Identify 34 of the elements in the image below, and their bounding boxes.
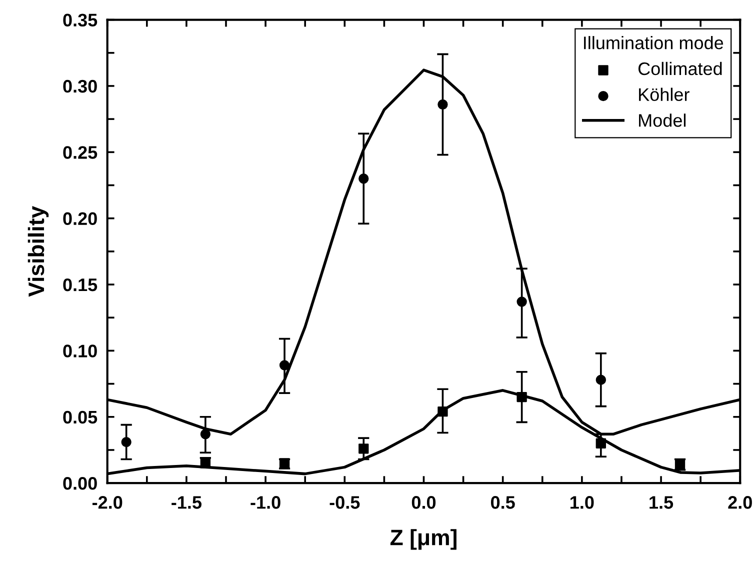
y-tick-label: 0.35 bbox=[63, 14, 98, 27]
point bbox=[516, 296, 527, 307]
point bbox=[596, 438, 606, 448]
legend-title: Illumination mode bbox=[584, 36, 724, 50]
y-tick-label: 0.15 bbox=[63, 278, 98, 292]
point bbox=[200, 429, 211, 440]
point bbox=[358, 444, 369, 454]
x-tick-label: -1.0 bbox=[250, 496, 280, 509]
y-tick-label: 0.20 bbox=[63, 212, 97, 226]
x-tick-label: 2.0 bbox=[728, 496, 752, 509]
point bbox=[438, 406, 448, 417]
point bbox=[121, 436, 132, 448]
point bbox=[596, 374, 606, 385]
point bbox=[438, 99, 448, 110]
legend-label: Collimated bbox=[638, 62, 722, 76]
x-tick-label: -1.5 bbox=[172, 496, 202, 509]
x-tick-label: 1.0 bbox=[570, 496, 594, 509]
point bbox=[358, 174, 369, 184]
y-tick-label: 0.05 bbox=[63, 410, 98, 424]
y-tick-label: 0.00 bbox=[63, 477, 97, 490]
y-tick-label: 0.25 bbox=[63, 146, 98, 159]
point bbox=[516, 392, 527, 402]
x-tick-label: 0.0 bbox=[412, 496, 436, 509]
point bbox=[279, 360, 290, 370]
x-tick-label: -0.5 bbox=[330, 496, 360, 509]
x-tick-label: 1.5 bbox=[650, 496, 674, 509]
y-axis-title: Visibility bbox=[28, 206, 49, 297]
legend-label: Köhler bbox=[639, 88, 690, 102]
legend-label: Model bbox=[639, 114, 686, 127]
x-axis-title: Z [μm] bbox=[390, 529, 456, 550]
y-tick-label: 0.30 bbox=[63, 80, 97, 93]
x-tick-label: -2.0 bbox=[92, 496, 122, 509]
x-tick-label: 0.5 bbox=[491, 496, 515, 509]
y-tick-label: 0.10 bbox=[63, 344, 97, 358]
